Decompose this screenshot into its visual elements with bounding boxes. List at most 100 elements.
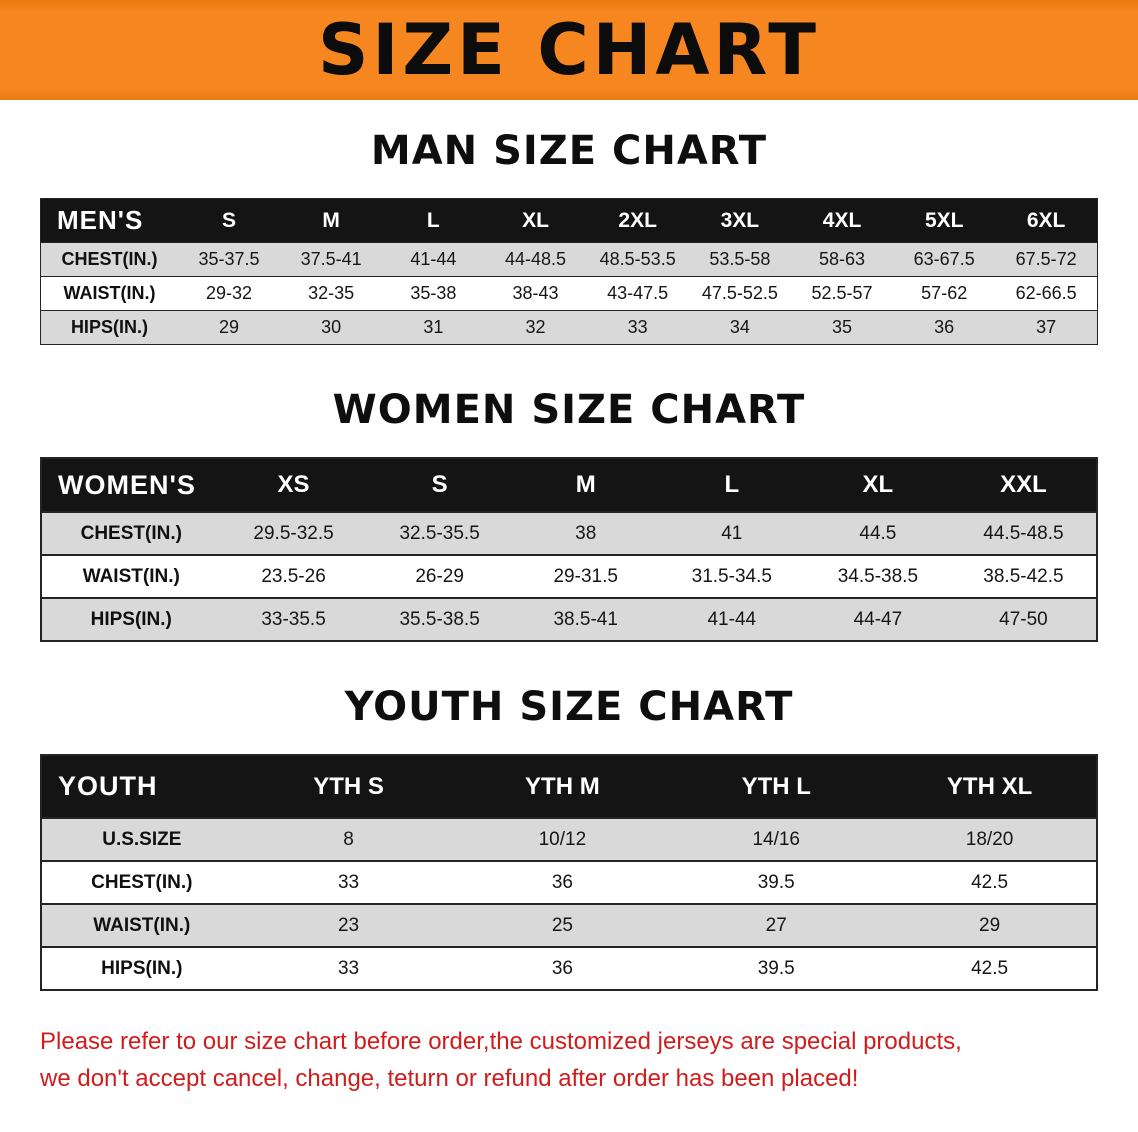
- data-cell: 53.5-58: [688, 242, 791, 277]
- column-header-cell: L: [658, 458, 805, 512]
- data-cell: 32: [484, 310, 587, 345]
- banner-title: SIZE CHART: [317, 9, 821, 91]
- data-cell: 38: [512, 511, 659, 555]
- column-header-cell: M: [280, 198, 383, 243]
- data-cell: 42.5: [883, 860, 1097, 904]
- data-cell: 25: [455, 903, 670, 947]
- youth-section: YOUTH SIZE CHART YOUTH YTH S YTH M YTH L YTH…: [40, 684, 1098, 991]
- table-row: HIPS(IN.) 33 36 39.5 42.5: [41, 946, 1097, 990]
- data-cell: 52.5-57: [790, 276, 894, 311]
- column-header-cell: YTH XL: [883, 755, 1097, 818]
- data-cell: 10/12: [455, 817, 670, 861]
- youth-size-table: YOUTH YTH S YTH M YTH L YTH XL U.S.SIZE 8 10/12…: [40, 754, 1098, 991]
- data-cell: 35: [790, 310, 894, 345]
- data-cell: 47.5-52.5: [688, 276, 791, 311]
- table-row: WAIST(IN.) 23.5-26 26-29 29-31.5 31.5-34.5 34…: [41, 554, 1097, 598]
- column-header-cell: S: [177, 198, 281, 243]
- column-header-cell: XL: [484, 198, 587, 243]
- data-cell: 8: [241, 817, 456, 861]
- youth-heading: YOUTH SIZE CHART: [344, 684, 794, 730]
- table-header: WOMEN'S XS S M L XL XXL: [41, 458, 1097, 512]
- column-header-cell: 5XL: [893, 198, 996, 243]
- column-header-cell: YTH M: [455, 755, 670, 818]
- data-cell: 62-66.5: [995, 276, 1098, 311]
- men-heading: MAN SIZE CHART: [370, 128, 768, 174]
- data-cell: 29.5-32.5: [220, 511, 367, 555]
- row-label-cell: WAIST(IN.): [41, 903, 242, 947]
- row-label-cell: HIPS(IN.): [41, 597, 221, 641]
- data-cell: 44.5-48.5: [950, 511, 1097, 555]
- corner-header-cell: MEN'S: [40, 198, 178, 243]
- disclaimer-line-2: we don't accept cancel, change, teturn o…: [40, 1065, 859, 1093]
- data-cell: 58-63: [790, 242, 894, 277]
- table-row: CHEST(IN.) 29.5-32.5 32.5-35.5 38 41 44.5 44.5…: [41, 511, 1097, 555]
- data-cell: 35-37.5: [177, 242, 281, 277]
- data-cell: 44-47: [804, 597, 951, 641]
- data-cell: 37.5-41: [280, 242, 383, 277]
- column-header-cell: L: [382, 198, 485, 243]
- row-label-cell: CHEST(IN.): [41, 860, 242, 904]
- row-label-cell: HIPS(IN.): [41, 946, 242, 990]
- data-cell: 36: [455, 860, 670, 904]
- table-header: YOUTH YTH S YTH M YTH L YTH XL: [41, 755, 1097, 818]
- table-row: U.S.SIZE 8 10/12 14/16 18/20: [41, 817, 1097, 861]
- data-cell: 31: [382, 310, 485, 345]
- table-row: CHEST(IN.) 35-37.5 37.5-41 41-44 44-48.5 48.5…: [40, 242, 1098, 277]
- column-header-cell: 3XL: [688, 198, 791, 243]
- row-label-cell: CHEST(IN.): [41, 511, 221, 555]
- data-cell: 38.5-41: [512, 597, 659, 641]
- data-cell: 30: [280, 310, 383, 345]
- data-cell: 32-35: [280, 276, 383, 311]
- header-row: WOMEN'S XS S M L XL XXL: [41, 458, 1097, 512]
- data-cell: 33: [241, 946, 456, 990]
- table-row: WAIST(IN.) 29-32 32-35 35-38 38-43 43-47.5 47.…: [40, 276, 1098, 311]
- data-cell: 29-32: [177, 276, 281, 311]
- column-header-cell: M: [512, 458, 659, 512]
- data-cell: 36: [893, 310, 996, 345]
- header-row: YOUTH YTH S YTH M YTH L YTH XL: [41, 755, 1097, 818]
- column-header-cell: 4XL: [790, 198, 894, 243]
- table-row: HIPS(IN.) 29 30 31 32 33 34 35 36 37: [40, 310, 1098, 345]
- women-section: WOMEN SIZE CHART WOMEN'S XS S M L XL XXL CHEST(…: [40, 387, 1098, 642]
- disclaimer: Please refer to our size chart before or…: [40, 1023, 1098, 1097]
- data-cell: 35.5-38.5: [366, 597, 513, 641]
- corner-header-cell: YOUTH: [41, 755, 242, 818]
- men-section: MAN SIZE CHART MEN'S S M L XL 2XL 3XL 4XL 5XL 6XL…: [40, 128, 1098, 345]
- disclaimer-line-1: Please refer to our size chart before or…: [40, 1028, 962, 1055]
- data-cell: 43-47.5: [586, 276, 689, 311]
- data-cell: 44.5: [804, 511, 951, 555]
- data-cell: 14/16: [669, 817, 884, 861]
- column-header-cell: XS: [220, 458, 367, 512]
- header-row: MEN'S S M L XL 2XL 3XL 4XL 5XL 6XL: [40, 198, 1098, 243]
- women-heading: WOMEN SIZE CHART: [332, 387, 806, 433]
- row-label-cell: WAIST(IN.): [41, 554, 221, 598]
- data-cell: 38.5-42.5: [950, 554, 1097, 598]
- column-header-cell: 2XL: [586, 198, 689, 243]
- row-label-cell: HIPS(IN.): [40, 310, 178, 345]
- data-cell: 29-31.5: [512, 554, 659, 598]
- column-header-cell: XL: [804, 458, 951, 512]
- data-cell: 47-50: [950, 597, 1097, 641]
- table-body: U.S.SIZE 8 10/12 14/16 18/20 CHEST(IN.) 33 36 39…: [41, 817, 1097, 990]
- table-row: WAIST(IN.) 23 25 27 29: [41, 903, 1097, 947]
- corner-header-cell: WOMEN'S: [41, 458, 221, 512]
- data-cell: 31.5-34.5: [658, 554, 805, 598]
- column-header-cell: YTH L: [669, 755, 884, 818]
- column-header-cell: S: [366, 458, 513, 512]
- data-cell: 29: [177, 310, 281, 345]
- row-label-cell: U.S.SIZE: [41, 817, 242, 861]
- data-cell: 34: [688, 310, 791, 345]
- table-row: HIPS(IN.) 33-35.5 35.5-38.5 38.5-41 41-44 44-…: [41, 597, 1097, 641]
- data-cell: 35-38: [382, 276, 485, 311]
- content: MAN SIZE CHART MEN'S S M L XL 2XL 3XL 4XL 5XL 6XL…: [0, 128, 1138, 1117]
- data-cell: 36: [455, 946, 670, 990]
- table-row: CHEST(IN.) 33 36 39.5 42.5: [41, 860, 1097, 904]
- column-header-cell: 6XL: [995, 198, 1098, 243]
- data-cell: 41-44: [658, 597, 805, 641]
- data-cell: 44-48.5: [484, 242, 587, 277]
- data-cell: 33-35.5: [220, 597, 367, 641]
- size-chart-banner: SIZE CHART: [0, 0, 1138, 100]
- data-cell: 34.5-38.5: [804, 554, 951, 598]
- data-cell: 67.5-72: [995, 242, 1098, 277]
- data-cell: 39.5: [669, 946, 884, 990]
